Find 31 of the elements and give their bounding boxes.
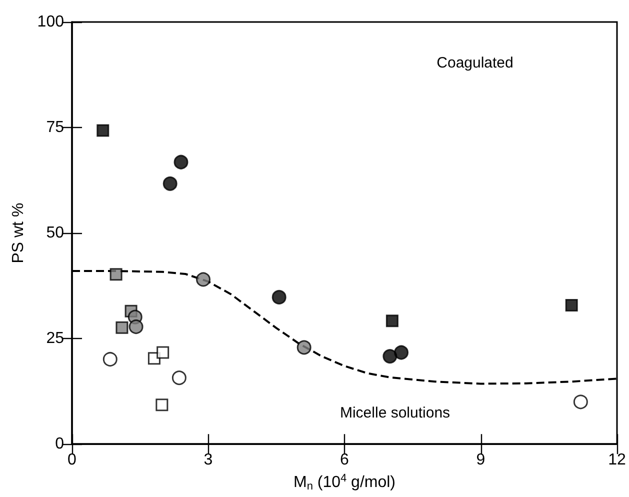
point — [565, 298, 578, 312]
x-tick-label: 0 — [68, 452, 77, 469]
x-tick-label: 6 — [340, 452, 350, 469]
point — [110, 268, 122, 281]
x-tick-label: 3 — [204, 452, 213, 469]
y-tick-label: 50 — [46, 224, 64, 242]
y-tick-label: 100 — [37, 14, 64, 30]
point — [156, 398, 168, 412]
point — [128, 320, 144, 334]
point — [162, 176, 178, 191]
point — [394, 345, 409, 360]
point — [573, 394, 588, 410]
point — [96, 124, 110, 137]
point — [196, 272, 211, 287]
y-tick-label: 75 — [46, 119, 64, 136]
y-axis-title: PS wt % — [10, 202, 27, 264]
point — [174, 154, 188, 170]
y-tick-label: 0 — [55, 436, 64, 453]
y-tick-label: 25 — [46, 330, 64, 348]
point — [386, 314, 398, 328]
point — [382, 349, 398, 364]
point — [272, 290, 286, 304]
point — [102, 352, 118, 367]
annotation: Micelle solutions — [340, 404, 450, 422]
annotation: Coagulated — [436, 54, 514, 72]
point — [296, 340, 312, 355]
x-tick-label: 12 — [608, 452, 626, 469]
point — [172, 370, 186, 386]
x-tick-label: 9 — [476, 452, 486, 469]
point — [156, 346, 170, 359]
point — [116, 321, 128, 334]
